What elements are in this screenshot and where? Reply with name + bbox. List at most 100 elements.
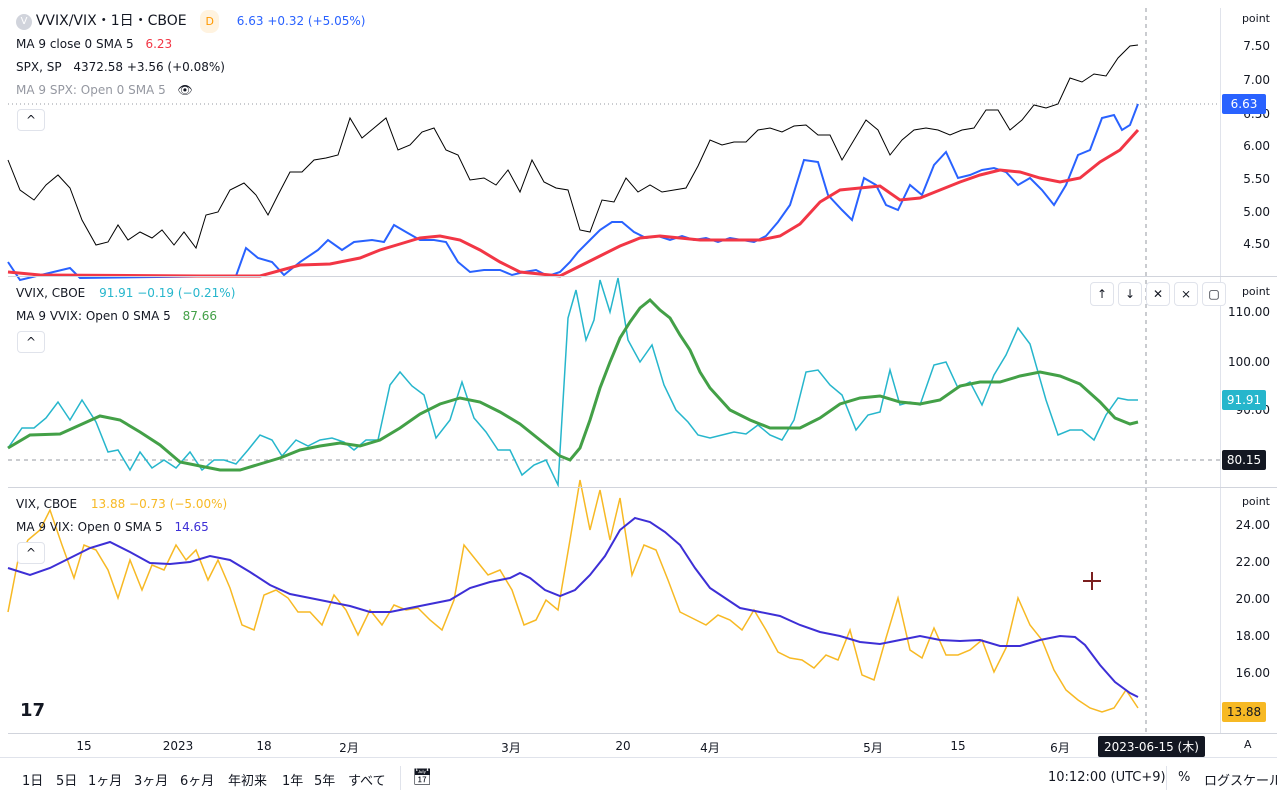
toolbar-divider [1166, 766, 1167, 790]
axis-tick: 5.00 [1243, 205, 1270, 219]
indicator-value: 6.23 [145, 37, 173, 51]
timeframe-1m[interactable]: 1ヶ月 [88, 774, 123, 789]
clock-label[interactable]: 10:12:00 (UTC+9) [1048, 770, 1166, 785]
compare-symbol-change: +3.56 (+0.08%) [126, 60, 225, 74]
time-tick: 6月 [1050, 741, 1070, 755]
legend-spx-row[interactable]: SPX, SP 4372.58 +3.56 (+0.08%) [16, 56, 365, 79]
vvix-line [7, 277, 1138, 488]
timeframe-5d[interactable]: 5日 [56, 774, 78, 789]
data-badge: D [200, 10, 219, 33]
timeframe-1y[interactable]: 1年 [282, 774, 304, 789]
axis-unit: point [1241, 285, 1270, 298]
time-tick: 20 [615, 739, 631, 753]
vix-line [7, 479, 1139, 713]
time-tick: 2023 [162, 739, 194, 753]
time-tick: 5月 [863, 741, 883, 755]
legend-ma-row[interactable]: MA 9 close 0 SMA 5 6.23 [16, 33, 365, 56]
tradingview-logo-icon[interactable]: 𝟭𝟳 [20, 700, 46, 721]
percent-toggle[interactable]: % [1178, 770, 1191, 785]
time-axis[interactable]: 15 2023 18 2月 3月 20 4月 5月 15 6月 6 [8, 733, 1220, 757]
pane-separator[interactable] [8, 276, 1277, 277]
legend-pane2: VVIX, CBOE 91.91 −0.19 (−0.21%) MA 9 VVI… [16, 282, 235, 328]
price-badge-vix: 13.88 [1222, 702, 1266, 722]
indicator-value: 87.66 [182, 309, 217, 323]
indicator-label: MA 9 close 0 SMA 5 [16, 37, 134, 51]
collapse-legend-button[interactable]: ^ [17, 331, 45, 353]
axis-unit: point [1241, 495, 1270, 508]
close-pane-icon[interactable]: ✕ [1146, 282, 1170, 306]
legend-main-row: V VVIX/VIX・1日・CBOE D 6.63 +0.32 (+5.05%) [16, 10, 365, 33]
symbol-change: +0.32 (+5.05%) [267, 14, 366, 28]
time-axis-border [8, 733, 1277, 734]
move-pane-down-icon[interactable]: ↓ [1118, 282, 1142, 306]
time-tick: 3月 [501, 741, 521, 755]
timeframe-ytd[interactable]: 年初来 [228, 774, 268, 789]
vvixvix-line [7, 103, 1139, 282]
axis-tick: 18.00 [1235, 629, 1270, 643]
price-axis-pane1[interactable]: point 7.50 7.00 6.50 6.00 5.50 5.00 4.50 [1220, 8, 1277, 276]
legend-main-row[interactable]: VIX, CBOE 13.88 −0.73 (−5.00%) [16, 493, 227, 516]
indicator-value: 14.65 [174, 520, 209, 534]
indicator-label: MA 9 SPX: Open 0 SMA 5 [16, 83, 166, 97]
log-scale-toggle[interactable]: ログスケール [1204, 774, 1277, 789]
eye-hidden-icon[interactable]: 👁︎ [177, 83, 193, 97]
axis-tick: 7.00 [1243, 73, 1270, 87]
axis-unit: point [1241, 12, 1270, 25]
move-pane-up-icon[interactable]: ↑ [1090, 282, 1114, 306]
symbol-value: 91.91 [99, 286, 134, 300]
axis-tick: 22.00 [1235, 555, 1270, 569]
symbol-change: −0.73 (−5.00%) [129, 497, 228, 511]
price-axis-pane3[interactable]: point 24.00 22.00 20.00 18.00 16.00 [1220, 488, 1277, 733]
compare-symbol-value: 4372.58 [73, 60, 124, 74]
pane-separator[interactable] [8, 487, 1277, 488]
maximize-pane-icon[interactable]: ▢ [1202, 282, 1226, 306]
axis-tick: 7.50 [1243, 39, 1270, 53]
timeframe-all[interactable]: すべて [348, 774, 386, 789]
indicator-label: MA 9 VIX: Open 0 SMA 5 [16, 520, 163, 534]
legend-ma-row[interactable]: MA 9 VVIX: Open 0 SMA 5 87.66 [16, 305, 235, 328]
auto-scale-button[interactable]: A [1244, 738, 1252, 751]
price-badge-vvix: 91.91 [1222, 390, 1266, 410]
bottom-toolbar: 1日 5日 1ヶ月 3ヶ月 6ヶ月 年初来 1年 5年 すべて 📅︎ 10:12… [0, 757, 1277, 800]
ma-green-line [7, 297, 1139, 472]
collapse-legend-button[interactable]: ^ [17, 109, 45, 131]
collapse-legend-button[interactable]: ^ [17, 542, 45, 564]
timeframe-5y[interactable]: 5年 [314, 774, 336, 789]
time-tick: 2月 [339, 741, 359, 755]
symbol-change: −0.19 (−0.21%) [137, 286, 236, 300]
crosshair-price-badge: 80.15 [1222, 450, 1266, 470]
price-badge-vvixvix: 6.63 [1222, 94, 1266, 114]
symbol-title: VVIX, CBOE [16, 286, 86, 300]
axis-tick: 16.00 [1235, 666, 1270, 680]
time-tick: 15 [950, 739, 966, 753]
legend-main-row[interactable]: VVIX, CBOE 91.91 −0.19 (−0.21%) [16, 282, 235, 305]
axis-tick: 110.00 [1228, 305, 1270, 319]
time-tick: 18 [256, 739, 272, 753]
symbol-title[interactable]: VVIX/VIX・1日・CBOE [35, 13, 187, 29]
crosshair-date-label: 2023-06-15 (木) [1098, 736, 1205, 757]
axis-tick: 5.50 [1243, 172, 1270, 186]
compare-symbol-label: SPX, SP [16, 60, 62, 74]
spx-line [7, 44, 1139, 250]
price-axis-pane2[interactable]: point 110.00 100.00 90.00 [1220, 277, 1277, 487]
legend-ma-spx-row[interactable]: MA 9 SPX: Open 0 SMA 5 👁︎ [16, 79, 365, 102]
symbol-logo-icon: V [16, 13, 32, 30]
timeframe-3m[interactable]: 3ヶ月 [134, 774, 169, 789]
legend-pane1: V VVIX/VIX・1日・CBOE D 6.63 +0.32 (+5.05%)… [16, 10, 365, 102]
timeframe-1d[interactable]: 1日 [22, 774, 44, 789]
toolbar-divider [400, 766, 401, 790]
symbol-value: 6.63 [236, 14, 264, 28]
axis-tick: 24.00 [1235, 518, 1270, 532]
axis-tick: 20.00 [1235, 592, 1270, 606]
axis-tick: 100.00 [1228, 355, 1270, 369]
time-tick: 15 [76, 739, 92, 753]
timeframe-6m[interactable]: 6ヶ月 [180, 774, 215, 789]
collapse-pane-icon[interactable]: ⨯ [1174, 282, 1198, 306]
symbol-title: VIX, CBOE [16, 497, 78, 511]
goto-date-icon[interactable]: 📅︎ [412, 767, 433, 786]
legend-pane3: VIX, CBOE 13.88 −0.73 (−5.00%) MA 9 VIX:… [16, 493, 227, 539]
time-tick: 4月 [700, 741, 720, 755]
legend-ma-row[interactable]: MA 9 VIX: Open 0 SMA 5 14.65 [16, 516, 227, 539]
symbol-value: 13.88 [90, 497, 126, 511]
